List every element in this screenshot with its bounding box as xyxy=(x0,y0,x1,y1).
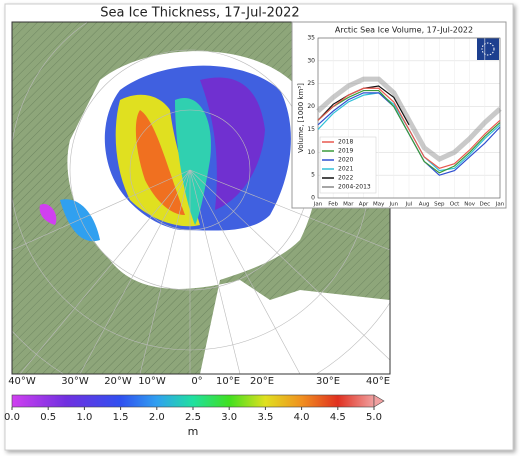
y-tick-label: 10 xyxy=(307,149,315,156)
colorbar-tick-label: 3.5 xyxy=(257,412,273,423)
x-tick-label: Jan xyxy=(495,202,505,208)
y-tick-label: 30 xyxy=(307,57,315,64)
map xyxy=(12,22,390,374)
x-tick-label: May xyxy=(373,202,385,208)
colorbar-tick-label: 4.5 xyxy=(330,412,346,423)
y-tick-label: 15 xyxy=(307,126,315,133)
longitude-label: 30°W xyxy=(61,376,89,387)
colorbar-label: m xyxy=(188,425,199,438)
longitude-label: 20°E xyxy=(250,376,274,387)
longitude-label: 10°W xyxy=(138,376,166,387)
legend-box xyxy=(319,136,377,194)
chart-title: Arctic Sea Ice Volume, 17-Jul-2022 xyxy=(335,26,473,35)
legend-label: 2022 xyxy=(338,175,353,182)
x-tick-label: Sep xyxy=(434,202,445,208)
colorbar-tick-label: 1.0 xyxy=(76,412,92,423)
map-title: Sea Ice Thickness, 17-Jul-2022 xyxy=(100,6,299,21)
colorbar-tick-label: 1.5 xyxy=(113,412,129,423)
colorbar-tick-label: 2.5 xyxy=(185,412,201,423)
x-tick-label: Nov xyxy=(464,202,475,208)
y-tick-label: 25 xyxy=(307,80,315,87)
x-tick-label: Feb xyxy=(328,202,338,208)
y-tick-label: 5 xyxy=(311,172,315,179)
colorbar-tick-label: 0.5 xyxy=(40,412,56,423)
x-tick-label: Mar xyxy=(343,202,354,208)
legend-label: 2020 xyxy=(338,157,353,164)
legend-label: 2004-2013 xyxy=(338,184,371,191)
legend-label: 2021 xyxy=(338,166,353,173)
series-line xyxy=(316,76,502,163)
x-tick-label: Apr xyxy=(359,202,369,208)
y-tick-label: 20 xyxy=(307,103,315,110)
series-line xyxy=(317,89,501,174)
longitude-label: 30°E xyxy=(316,376,340,387)
colorbar-tick-label: 0.0 xyxy=(4,412,20,423)
colorbar-tick-label: 3.0 xyxy=(221,412,237,423)
x-tick-label: Jul xyxy=(405,202,413,208)
longitude-label: 20°W xyxy=(104,376,132,387)
series-line xyxy=(317,87,501,169)
plot-area xyxy=(317,37,501,199)
x-tick-label: Jan xyxy=(313,202,323,208)
longitude-label: 10°E xyxy=(216,376,240,387)
longitude-label: 40°E xyxy=(366,376,390,387)
longitude-label: 40°W xyxy=(8,376,36,387)
longitude-label: 0° xyxy=(191,376,202,387)
y-axis-label: Volume, [1000 km³] xyxy=(297,83,305,153)
colorbar xyxy=(11,394,375,408)
legend-label: 2019 xyxy=(338,148,353,155)
y-tick-label: 0 xyxy=(311,195,315,202)
x-tick-label: Dec xyxy=(480,202,491,208)
colorbar-tick-label: 5.0 xyxy=(366,412,382,423)
logo xyxy=(477,38,499,60)
x-tick-label: Jun xyxy=(389,202,399,208)
legend-label: 2018 xyxy=(338,139,353,146)
x-tick-label: Aug xyxy=(419,202,430,208)
colorbar-tick-label: 4.0 xyxy=(294,412,310,423)
x-tick-label: Oct xyxy=(450,202,460,208)
y-tick-label: 35 xyxy=(307,35,315,42)
colorbar-tick-label: 2.0 xyxy=(149,412,165,423)
